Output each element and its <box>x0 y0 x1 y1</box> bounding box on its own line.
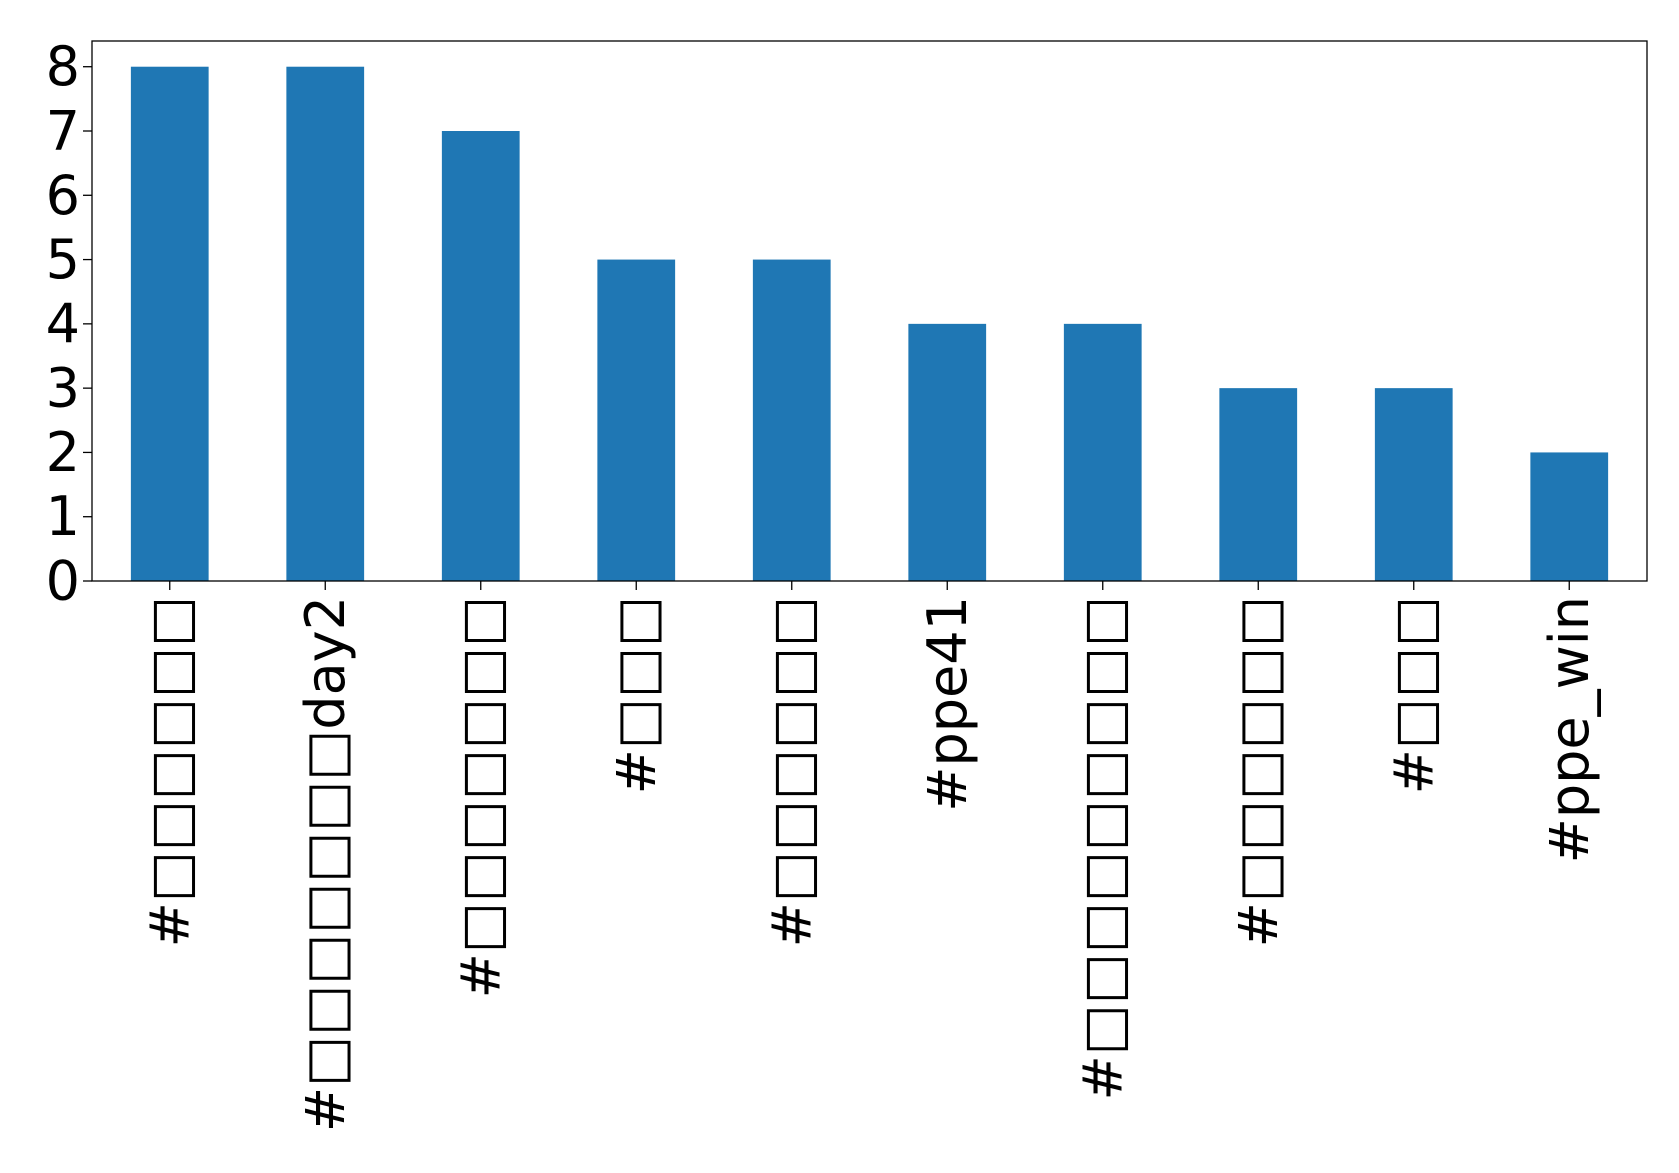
bar <box>286 66 365 581</box>
bar <box>1219 388 1298 581</box>
y-tick-label: 2 <box>46 421 80 484</box>
plot-frame <box>91 40 1648 582</box>
bar <box>597 259 676 581</box>
bar <box>1374 388 1453 581</box>
x-tick-label: #□□□ <box>1382 596 1445 794</box>
x-tick-label: #□□□□□□ <box>138 596 201 947</box>
x-tick-label: #□□□□□□ <box>1227 596 1290 947</box>
bar <box>130 66 209 581</box>
bar <box>752 259 831 581</box>
x-tick-label: #ppe41 <box>916 596 979 812</box>
x-tick-label: #□□□ <box>605 596 668 794</box>
x-tick-label: #□□□□□□□□□ <box>1071 596 1134 1100</box>
bar <box>1063 323 1142 581</box>
y-tick-label: 3 <box>46 357 80 420</box>
bar <box>1530 452 1609 581</box>
x-tick-label: #□□□□□□□day2 <box>294 596 357 1132</box>
y-tick-label: 5 <box>46 228 80 291</box>
y-tick-label: 7 <box>46 100 80 163</box>
y-tick-label: 0 <box>46 550 80 613</box>
y-tick-label: 6 <box>46 164 80 227</box>
y-tick-label: 8 <box>46 35 80 98</box>
bar <box>441 131 520 581</box>
y-tick-label: 1 <box>46 485 80 548</box>
x-tick-label: #ppe_win <box>1538 596 1601 863</box>
x-tick-label: #□□□□□□ <box>760 596 823 947</box>
bar <box>908 323 987 581</box>
y-tick-label: 4 <box>46 292 80 355</box>
x-tick-label: #□□□□□□□ <box>449 596 512 998</box>
